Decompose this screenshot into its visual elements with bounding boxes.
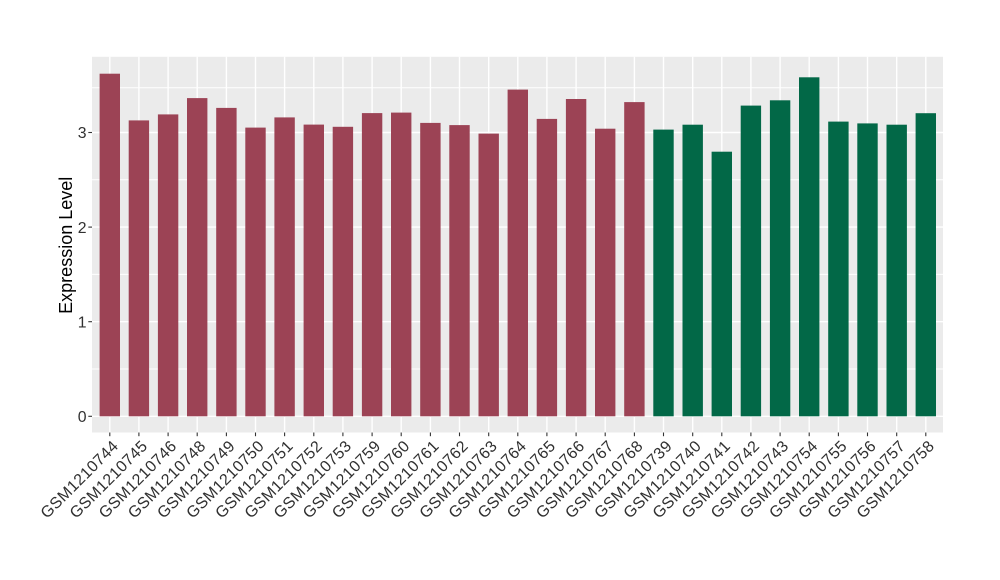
svg-text:3: 3 <box>78 125 87 142</box>
svg-text:1: 1 <box>78 314 87 331</box>
svg-text:Expression Level: Expression Level <box>56 177 76 314</box>
svg-text:0: 0 <box>78 409 87 426</box>
svg-text:2: 2 <box>78 220 87 237</box>
